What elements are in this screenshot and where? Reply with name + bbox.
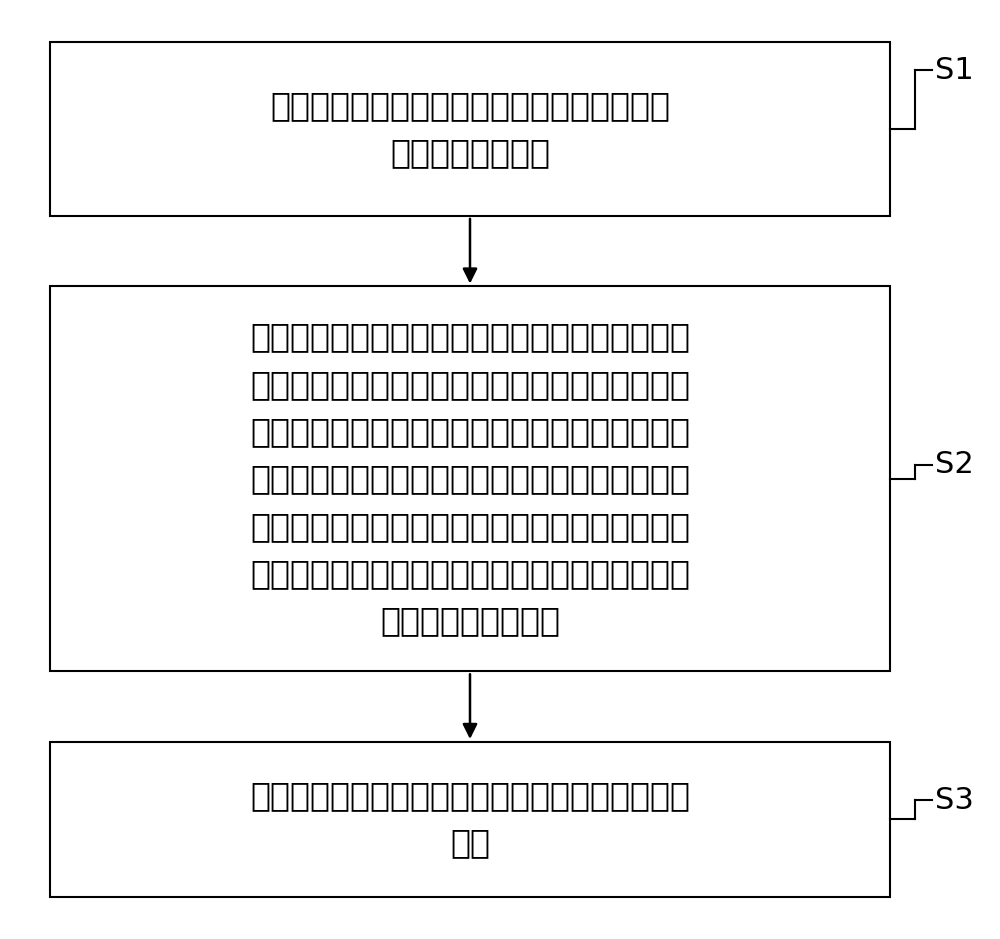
Bar [50, 742, 890, 897]
Text: 将校准后的所述待校准标签的参数写入所述待校准
标签: 将校准后的所述待校准标签的参数写入所述待校准 标签 [250, 779, 690, 859]
Text: S2: S2 [935, 451, 974, 479]
Text: 于进行温感电子标签校准时，准备一温度线性变化
的普通温箱，将待校准标签与校准温度点区间范围
内的该标准标签放入普通温箱的指定位置进行温度
扫描，分别测量两个温度: 于进行温感电子标签校准时，准备一温度线性变化 的普通温箱，将待校准标签与校准温度… [250, 320, 690, 638]
Bar [50, 286, 890, 671]
Text: S1: S1 [935, 56, 974, 85]
Text: S3: S3 [935, 786, 974, 814]
Bar [50, 42, 890, 216]
Text: 利用计量级校准温箱生成一系列不同温度区间
的高精度校准标签: 利用计量级校准温箱生成一系列不同温度区间 的高精度校准标签 [270, 89, 670, 169]
